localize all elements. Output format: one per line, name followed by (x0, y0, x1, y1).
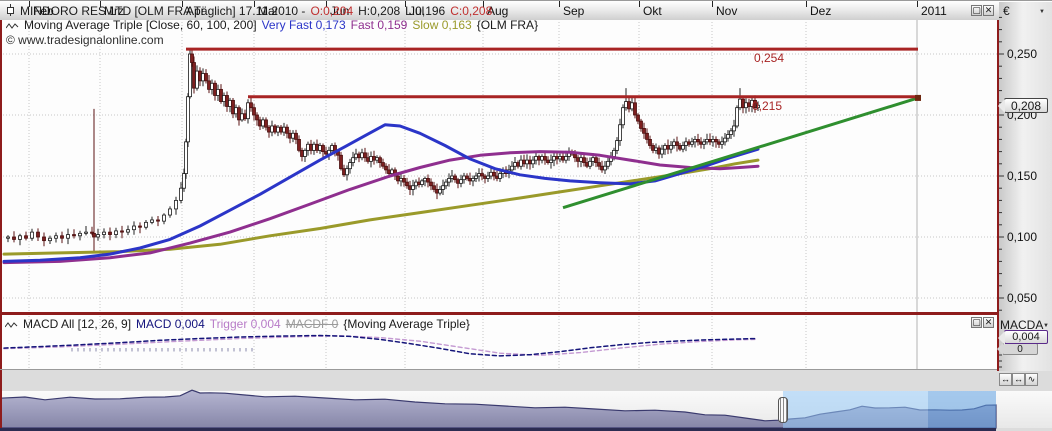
level-label-0254: 0,254 (754, 51, 785, 65)
price-axis-label-0: 0,250 (1007, 47, 1038, 61)
month-label-2011: 2011 (921, 4, 947, 18)
ohlc-value-3: C:0,208 (450, 4, 493, 18)
month-label-Mai: Mai (258, 4, 278, 18)
month-label-Dez: Dez (810, 4, 832, 18)
month-label-Mrz: Mrz (104, 4, 124, 18)
macd-value-2: MACDF 0 (285, 317, 339, 331)
macd-value-1: Trigger 0,004 (209, 317, 281, 331)
macd-value-3: {Moving Average Triple} (343, 317, 470, 331)
macd-maximize-pane-button[interactable]: ▢ (971, 317, 982, 328)
month-tick (483, 1, 484, 7)
ohlc-value-1: H:0,208 (358, 4, 401, 18)
month-label-Apr: Apr (186, 4, 205, 18)
ma-value-0: Very Fast 0,173 (261, 18, 346, 32)
month-label-Okt: Okt (643, 4, 662, 18)
price-axis-label-4: 0,050 (1007, 291, 1038, 305)
month-tick (712, 1, 713, 7)
month-label-Jul: Jul (409, 4, 425, 18)
axis-tick-marks (999, 16, 1004, 368)
ma-value-3: {OLM FRA} (476, 18, 539, 32)
last-price-tag: 0,208 (998, 98, 1048, 113)
month-tick (326, 1, 327, 7)
ohlc-value-2: L:0,196 (405, 4, 446, 18)
month-label-Aug: Aug (487, 4, 509, 18)
maximize-pane-button[interactable]: ▢ (971, 5, 982, 16)
ma-indicator-label: Moving Average Triple [Close, 60, 100, 2… (24, 18, 257, 32)
month-tick (806, 1, 807, 7)
macd-value-0: MACD 0,004 (136, 317, 205, 331)
close-pane-button[interactable]: ✕ (983, 5, 994, 16)
month-label-Sep: Sep (563, 4, 585, 18)
ma-value-1: Fast 0,159 (350, 18, 408, 32)
macd-zero-tag: 0 (997, 343, 1038, 355)
navigator-selection-range[interactable] (783, 391, 928, 428)
navigator-selection-visible[interactable] (928, 391, 996, 428)
fit-y-button[interactable]: ∿ (1025, 373, 1038, 386)
instrument-title-row: MINDORO RES LTD [OLM FRA Täglich] 17.11.… (6, 4, 502, 19)
candlestick-icon (6, 4, 15, 19)
compress-x-button[interactable]: ↔ (999, 373, 1012, 386)
ma-value-2: Slow 0,163 (412, 18, 472, 32)
month-tick (182, 1, 183, 7)
month-label-Feb: Feb (33, 4, 54, 18)
month-label-Jun: Jun (330, 4, 350, 18)
month-tick (100, 1, 101, 7)
month-tick (639, 1, 640, 7)
macd-value-tag: 0,004 (998, 330, 1048, 345)
bottom-border (0, 428, 996, 431)
price-axis[interactable]: € ▼ MACDA ▼ 0,250 0,200 0,150 0,100 0,050 (999, 2, 1052, 371)
currency-label: € (1003, 4, 1010, 18)
expand-x-button[interactable]: ↔ (1012, 373, 1025, 386)
month-tick (29, 1, 30, 7)
time-axis[interactable]: Feb Mrz Apr Mai Jun Jul Aug Sep Okt Nov Dez 2011 (0, 0, 1052, 20)
macd-title-row: MACD All [12, 26, 9] MACD 0,004 Trigger 0,… (4, 317, 480, 332)
month-tick (917, 1, 918, 7)
ohlc-value-0: O:0,204 (310, 4, 354, 18)
wave-icon (5, 19, 19, 33)
level-label-0215: 0,215 (752, 99, 783, 113)
indicator-title-row: Moving Average Triple [Close, 60, 100, 2… (5, 18, 548, 33)
instrument-title: MINDORO RES LTD [OLM FRA Täglich] 17.11.… (20, 4, 306, 18)
month-label-Nov: Nov (716, 4, 738, 18)
wave-icon (4, 318, 18, 332)
chevron-down-icon[interactable]: ▼ (1039, 9, 1045, 15)
macd-chevron-down-icon[interactable]: ▼ (1043, 323, 1049, 329)
macd-indicator-label: MACD All [12, 26, 9] (23, 317, 132, 331)
month-tick (254, 1, 255, 7)
navigator-grip-handle[interactable] (778, 397, 788, 423)
macd-axis-label: MACDA (1000, 318, 1044, 332)
price-axis-label-3: 0,100 (1007, 230, 1038, 244)
copyright-label: © www.tradesignalonline.com (6, 33, 164, 47)
macd-close-pane-button[interactable]: ✕ (983, 317, 994, 328)
price-axis-label-2: 0,150 (1007, 169, 1038, 183)
month-tick (559, 1, 560, 7)
month-tick (405, 1, 406, 7)
